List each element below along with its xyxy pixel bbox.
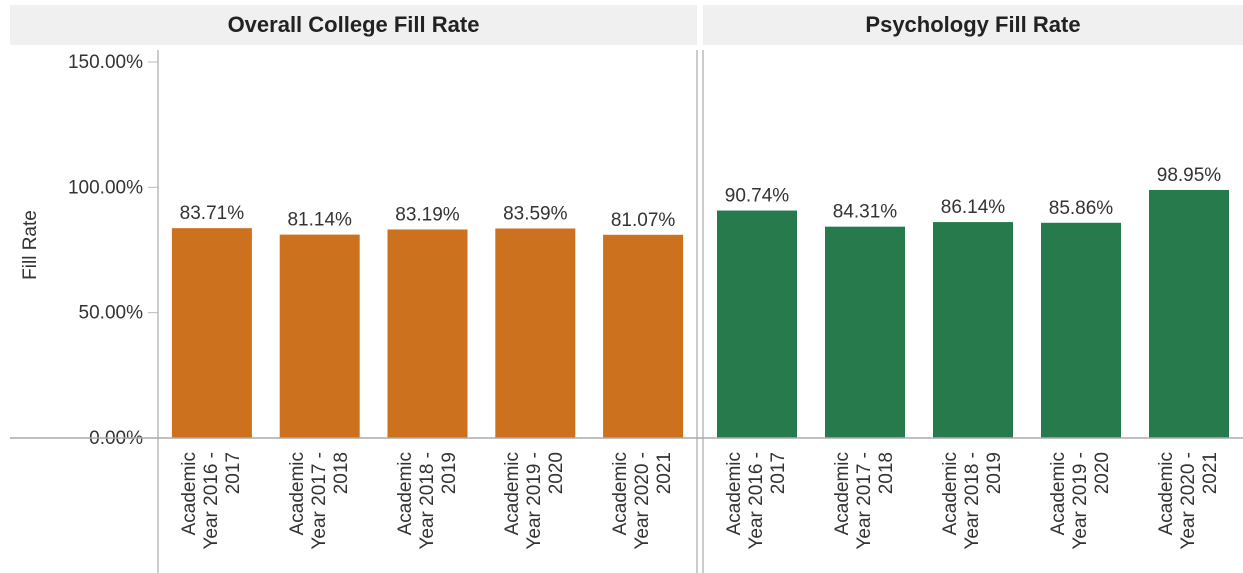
- bar: [495, 228, 576, 438]
- value-label: 90.74%: [725, 186, 790, 207]
- y-tick-label: 100.00%: [68, 177, 143, 198]
- value-label: 86.14%: [941, 197, 1006, 218]
- y-tick-label: 50.00%: [79, 303, 144, 324]
- value-label: 83.19%: [395, 204, 460, 225]
- bar: [1149, 189, 1229, 438]
- value-label: 84.31%: [833, 202, 898, 223]
- bar: [825, 226, 905, 438]
- bar: [1041, 222, 1121, 438]
- value-label: 81.14%: [287, 210, 352, 231]
- value-label: 83.59%: [503, 203, 568, 224]
- bar: [603, 234, 684, 438]
- x-tick-label: Academic Year 2018 - 2019: [394, 452, 460, 550]
- bar: [933, 222, 1013, 438]
- x-tick-label: Academic Year 2020 - 2021: [610, 452, 676, 550]
- x-tick-label: Academic Year 2017 - 2018: [832, 452, 897, 550]
- value-label: 85.86%: [1049, 198, 1114, 219]
- x-tick-label: Academic Year 2018 - 2019: [940, 452, 1005, 550]
- bar: [387, 229, 468, 438]
- x-tick-label: Academic Year 2016 - 2017: [724, 452, 789, 550]
- panel-title: Psychology Fill Rate: [703, 5, 1243, 45]
- bar: [717, 210, 797, 438]
- value-label: 83.71%: [180, 203, 245, 224]
- y-axis-label: Fill Rate: [20, 210, 41, 280]
- value-label: 81.07%: [611, 210, 676, 231]
- panel-title: Overall College Fill Rate: [10, 5, 697, 45]
- x-tick-label: Academic Year 2016 - 2017: [178, 452, 244, 550]
- bar: [171, 228, 252, 438]
- x-tick-label: Academic Year 2020 - 2021: [1156, 452, 1221, 550]
- x-tick-label: Academic Year 2019 - 2020: [1048, 452, 1113, 550]
- x-tick-label: Academic Year 2017 - 2018: [286, 452, 352, 550]
- bar: [279, 234, 360, 438]
- y-tick-label: 150.00%: [68, 52, 143, 73]
- x-tick-label: Academic Year 2019 - 2020: [502, 452, 568, 550]
- value-label: 98.95%: [1157, 165, 1222, 186]
